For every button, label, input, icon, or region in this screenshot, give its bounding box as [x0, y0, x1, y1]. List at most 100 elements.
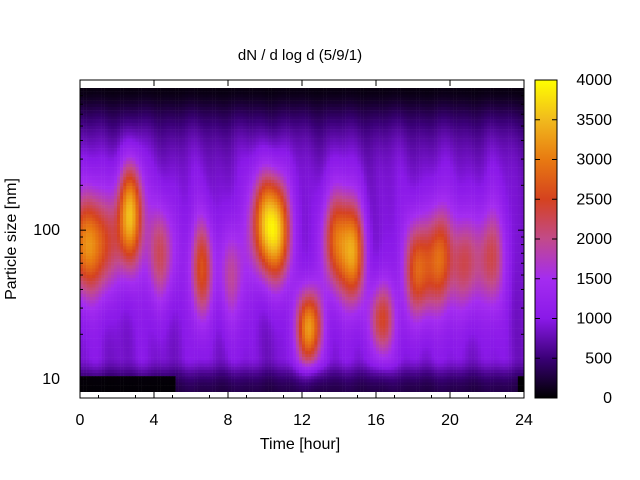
- heatmap-cell: [450, 113, 454, 117]
- heatmap-cell: [354, 138, 358, 143]
- heatmap-cell: [132, 107, 136, 111]
- heatmap-cell: [308, 110, 312, 114]
- heatmap-cell: [135, 113, 139, 117]
- heatmap-cell: [388, 145, 392, 149]
- heatmap-cell: [372, 157, 377, 162]
- heatmap-cell: [194, 119, 198, 124]
- heatmap-cell: [437, 141, 441, 146]
- heatmap-cell: [446, 135, 451, 139]
- heatmap-cell: [169, 110, 173, 114]
- heatmap-cell: [372, 119, 377, 124]
- heatmap-cell: [480, 179, 485, 184]
- heatmap-cell: [95, 100, 99, 105]
- heatmap-cell: [203, 151, 207, 155]
- heatmap-cell: [490, 183, 494, 187]
- heatmap-cell: [197, 94, 201, 98]
- heatmap-cell: [160, 170, 164, 174]
- heatmap-cell: [329, 173, 334, 177]
- heatmap-cell: [317, 129, 321, 133]
- heatmap-cell: [496, 179, 500, 184]
- heatmap-cell: [369, 154, 374, 158]
- heatmap-cell: [110, 141, 115, 146]
- heatmap-cell: [274, 173, 278, 177]
- heatmap-cell: [468, 91, 472, 95]
- heatmap-cell: [332, 126, 337, 130]
- heatmap-cell: [206, 107, 210, 111]
- heatmap-cell: [302, 97, 306, 101]
- heatmap-cell: [471, 119, 475, 124]
- heatmap-cell: [339, 170, 343, 174]
- heatmap-cell: [86, 160, 90, 165]
- heatmap-cell: [268, 129, 272, 133]
- heatmap-cell: [311, 97, 315, 101]
- heatmap-cell: [425, 189, 429, 193]
- heatmap-cell: [246, 107, 250, 111]
- heatmap-cell: [187, 173, 192, 177]
- heatmap-cell: [160, 107, 164, 111]
- heatmap-cell: [487, 141, 491, 146]
- heatmap-cell: [107, 113, 112, 117]
- heatmap-cell: [126, 126, 130, 130]
- heatmap-cell: [339, 164, 343, 168]
- heatmap-cell: [329, 186, 334, 190]
- heatmap-cell: [382, 138, 386, 143]
- heatmap-cell: [258, 157, 263, 162]
- heatmap-cell: [218, 88, 223, 92]
- heatmap-cell: [169, 176, 173, 181]
- heatmap-cell: [471, 122, 475, 127]
- heatmap-cell: [107, 148, 112, 152]
- heatmap-cell: [413, 129, 417, 133]
- heatmap-cell: [83, 110, 87, 114]
- heatmap-cell: [160, 145, 164, 149]
- heatmap-cell: [197, 103, 201, 108]
- heatmap-cell: [471, 192, 475, 196]
- heatmap-cell: [335, 132, 340, 136]
- heatmap-cell: [465, 129, 469, 133]
- heatmap-cell: [150, 135, 155, 139]
- heatmap-cell: [456, 141, 460, 146]
- heatmap-cell: [268, 100, 272, 105]
- heatmap-cell: [505, 151, 509, 155]
- heatmap-cell: [117, 148, 121, 152]
- heatmap-cell: [89, 116, 93, 120]
- heatmap-cell: [154, 107, 158, 111]
- heatmap-cell: [280, 122, 284, 127]
- heatmap-cell: [397, 100, 401, 105]
- heatmap-cell: [86, 186, 90, 190]
- heatmap-cell: [129, 176, 133, 181]
- heatmap-cell: [218, 91, 223, 95]
- heatmap-cell: [342, 88, 346, 92]
- heatmap-cell: [446, 160, 451, 165]
- heatmap-cell: [240, 122, 244, 127]
- heatmap-cell: [409, 148, 414, 152]
- heatmap-cell: [243, 97, 247, 101]
- heatmap-cell: [218, 186, 223, 190]
- heatmap-cell: [224, 192, 229, 196]
- heatmap-cell: [184, 173, 189, 177]
- heatmap-cell: [323, 138, 327, 143]
- heatmap-cell: [277, 132, 281, 136]
- heatmap-cell: [150, 141, 155, 146]
- heatmap-cell: [163, 113, 167, 117]
- heatmap-cell: [329, 145, 334, 149]
- heatmap-cell: [480, 138, 485, 143]
- heatmap-cell: [150, 138, 155, 143]
- heatmap-cell: [403, 97, 408, 101]
- heatmap-cell: [89, 141, 93, 146]
- heatmap-cell: [419, 94, 423, 98]
- heatmap-cell: [483, 129, 488, 133]
- heatmap-cell: [305, 167, 309, 171]
- heatmap-cell: [308, 141, 312, 146]
- heatmap-cell: [446, 94, 451, 98]
- heatmap-cell: [228, 135, 232, 139]
- heatmap-cell: [508, 122, 512, 127]
- heatmap-cell: [416, 164, 420, 168]
- heatmap-cell: [107, 126, 112, 130]
- heatmap-cell: [366, 192, 371, 196]
- heatmap-cell: [379, 91, 383, 95]
- heatmap-cell: [487, 119, 491, 124]
- heatmap-cell: [450, 107, 454, 111]
- heatmap-cell: [517, 132, 522, 136]
- heatmap-cell: [120, 113, 124, 117]
- heatmap-cell: [487, 91, 491, 95]
